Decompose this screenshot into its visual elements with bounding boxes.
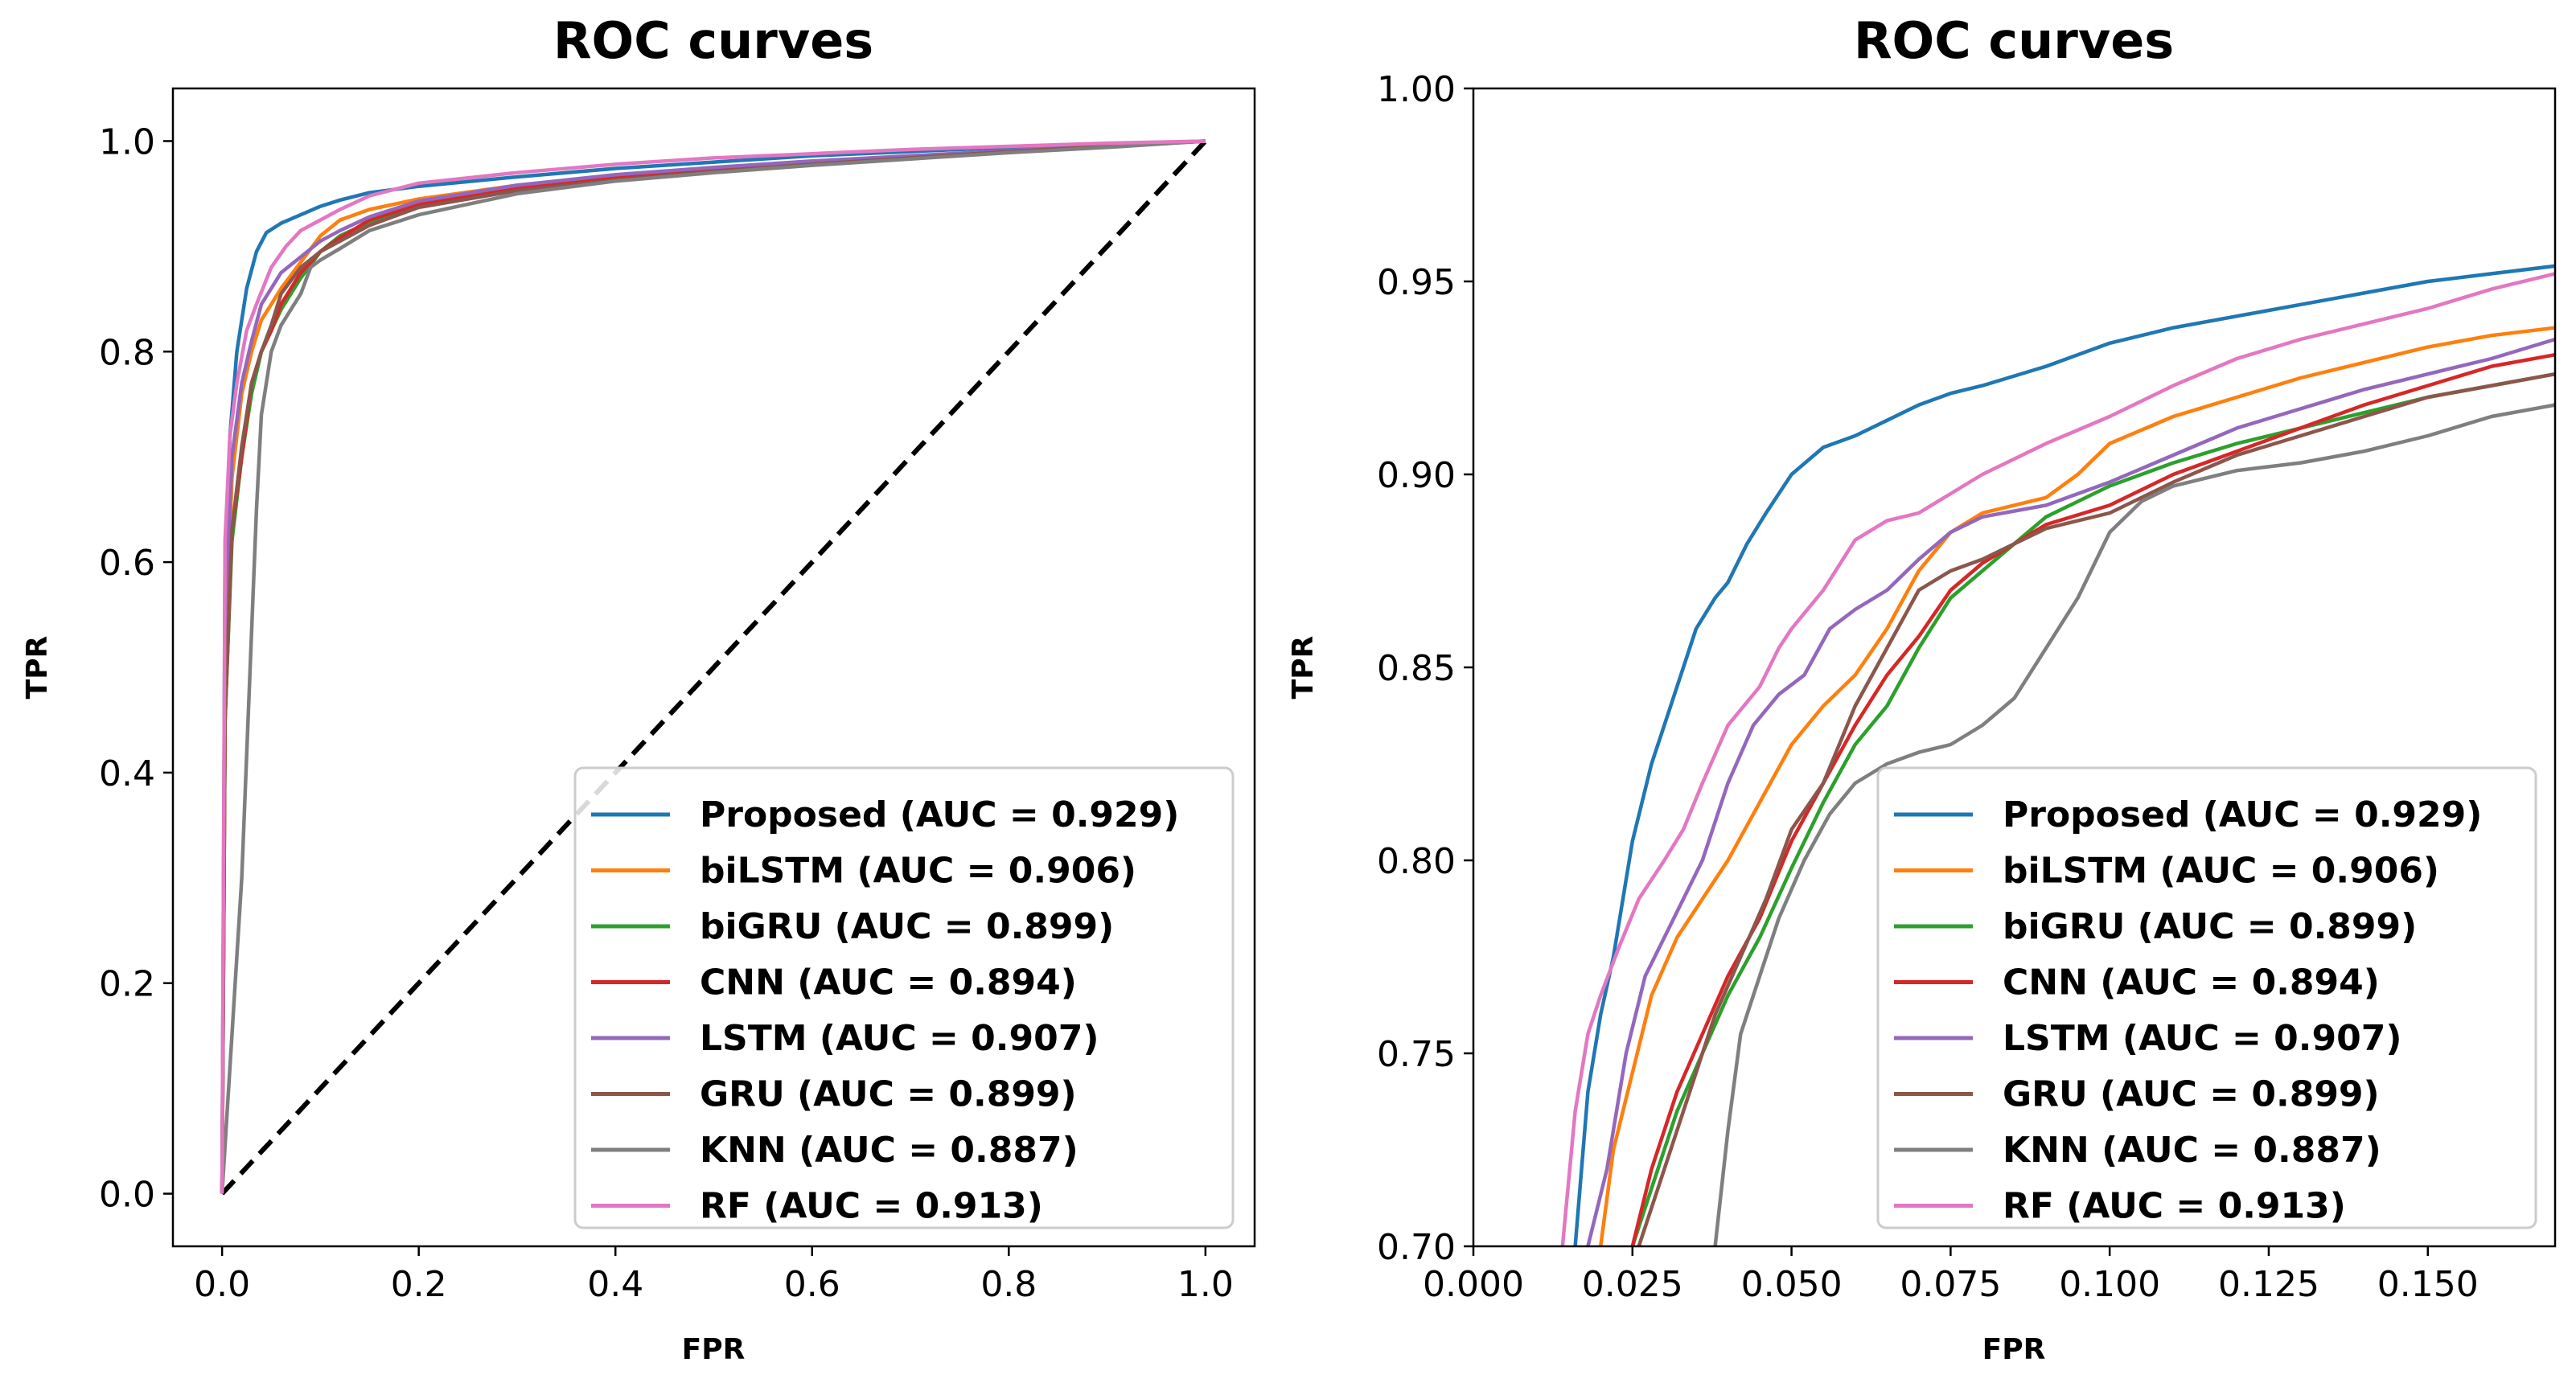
- chance-diagonal-line: [220, 139, 1208, 1196]
- x-tick-label: 0.150: [2377, 1264, 2479, 1305]
- x-tick-label: 0.125: [2218, 1264, 2319, 1305]
- x-tick-label: 0.025: [1582, 1264, 1683, 1305]
- legend: Proposed (AUC = 0.929) biLSTM (AUC = 0.90…: [573, 766, 1235, 1229]
- axis-ticks: 0.0 0.2 0.4 0.6 0.8 1.0 0.0 0.2 0.4 0.6 0.8 1.0: [99, 121, 1234, 1305]
- y-tick-label: 0.95: [1377, 262, 1456, 303]
- x-tick-label: 0.2: [391, 1264, 447, 1305]
- y-tick-label: 0.80: [1377, 841, 1456, 882]
- legend-label-rf: RF (AUC = 0.913): [700, 1186, 1043, 1227]
- roc-curve-knn: [220, 139, 1206, 1194]
- y-axis-label: TPR: [1287, 636, 1320, 700]
- y-tick-label: 0.90: [1377, 455, 1456, 496]
- legend-label-bilstm: biLSTM (AUC = 0.906): [700, 851, 1136, 892]
- x-tick-label: 0.100: [2059, 1264, 2160, 1305]
- y-tick-label: 0.2: [99, 964, 155, 1005]
- legend-label-rf: RF (AUC = 0.913): [2003, 1186, 2346, 1227]
- y-tick-label: 0.75: [1377, 1034, 1456, 1075]
- y-tick-label: 1.00: [1377, 69, 1456, 110]
- y-tick-label: 0.70: [1377, 1227, 1456, 1268]
- curves-area: [1560, 264, 2555, 1246]
- legend-label-knn: KNN (AUC = 0.887): [700, 1130, 1078, 1171]
- x-axis-label: FPR: [682, 1333, 746, 1366]
- y-tick-label: 0.85: [1377, 648, 1456, 689]
- legend-label-knn: KNN (AUC = 0.887): [2003, 1130, 2381, 1171]
- y-tick-label: 0.0: [99, 1175, 155, 1216]
- y-tick-label: 0.6: [99, 543, 155, 584]
- y-tick-label: 0.8: [99, 332, 155, 373]
- roc-curve-cnn: [1630, 352, 2555, 1246]
- x-axis-label: FPR: [1982, 1333, 2046, 1366]
- legend-label-gru: GRU (AUC = 0.899): [2003, 1074, 2380, 1115]
- roc-curve-lstm: [1586, 337, 2555, 1246]
- x-tick-label: 1.0: [1177, 1264, 1234, 1305]
- legend-label-cnn: CNN (AUC = 0.894): [700, 962, 1077, 1003]
- x-tick-label: 0.000: [1423, 1264, 1524, 1305]
- legend-label-proposed: Proposed (AUC = 0.929): [2003, 794, 2482, 835]
- roc-curve-rf: [1560, 272, 2555, 1246]
- legend-label-lstm: LSTM (AUC = 0.907): [2003, 1018, 2401, 1059]
- legend-label-cnn: CNN (AUC = 0.894): [2003, 962, 2380, 1003]
- legend-label-lstm: LSTM (AUC = 0.907): [700, 1018, 1099, 1059]
- legend-box: [1876, 766, 2537, 1229]
- x-tick-label: 0.4: [587, 1264, 643, 1305]
- x-tick-label: 0.8: [980, 1264, 1037, 1305]
- roc-curve-proposed: [1573, 264, 2555, 1246]
- legend-label-bigru: biGRU (AUC = 0.899): [700, 906, 1114, 947]
- roc-curve-rf: [220, 139, 1206, 1194]
- legend-box: [573, 766, 1235, 1229]
- roc-curve-gru: [1637, 371, 2555, 1246]
- x-tick-label: 0.050: [1741, 1264, 1843, 1305]
- roc-curve-lstm: [220, 139, 1206, 1194]
- x-tick-label: 0.075: [1900, 1264, 2001, 1305]
- roc-panel-zoom: ROC curves 0.000 0.025 0.050 0.075 0.100 0.12…: [1287, 11, 2557, 1366]
- legend-label-gru: GRU (AUC = 0.899): [700, 1074, 1077, 1115]
- x-tick-label: 0.0: [194, 1264, 250, 1305]
- roc-curve-proposed: [220, 139, 1206, 1194]
- y-axis-label: TPR: [21, 636, 54, 700]
- y-tick-label: 0.4: [99, 753, 155, 794]
- curves-area: [220, 139, 1208, 1196]
- y-tick-label: 1.0: [99, 121, 155, 162]
- roc-curve-bilstm: [1598, 326, 2555, 1246]
- axis-ticks: 0.000 0.025 0.050 0.075 0.100 0.125 0.150 0.70 0…: [1377, 69, 2479, 1305]
- plot-frame: [171, 87, 1256, 1248]
- roc-panel-full: ROC curves 0.0 0.2 0.4 0.6 0.8 1.00.00.20.40.…: [21, 11, 1256, 1366]
- legend: Proposed (AUC = 0.929) biLSTM (AUC = 0.90…: [1876, 766, 2537, 1229]
- legend-label-proposed: Proposed (AUC = 0.929): [700, 794, 1179, 835]
- x-tick-label: 0.6: [784, 1264, 840, 1305]
- legend-label-bigru: biGRU (AUC = 0.899): [2003, 906, 2417, 947]
- chart-title: ROC curves: [553, 11, 873, 70]
- chart-title: ROC curves: [1854, 11, 2174, 70]
- roc-curve-knn: [1713, 403, 2555, 1246]
- legend-label-bilstm: biLSTM (AUC = 0.906): [2003, 851, 2439, 892]
